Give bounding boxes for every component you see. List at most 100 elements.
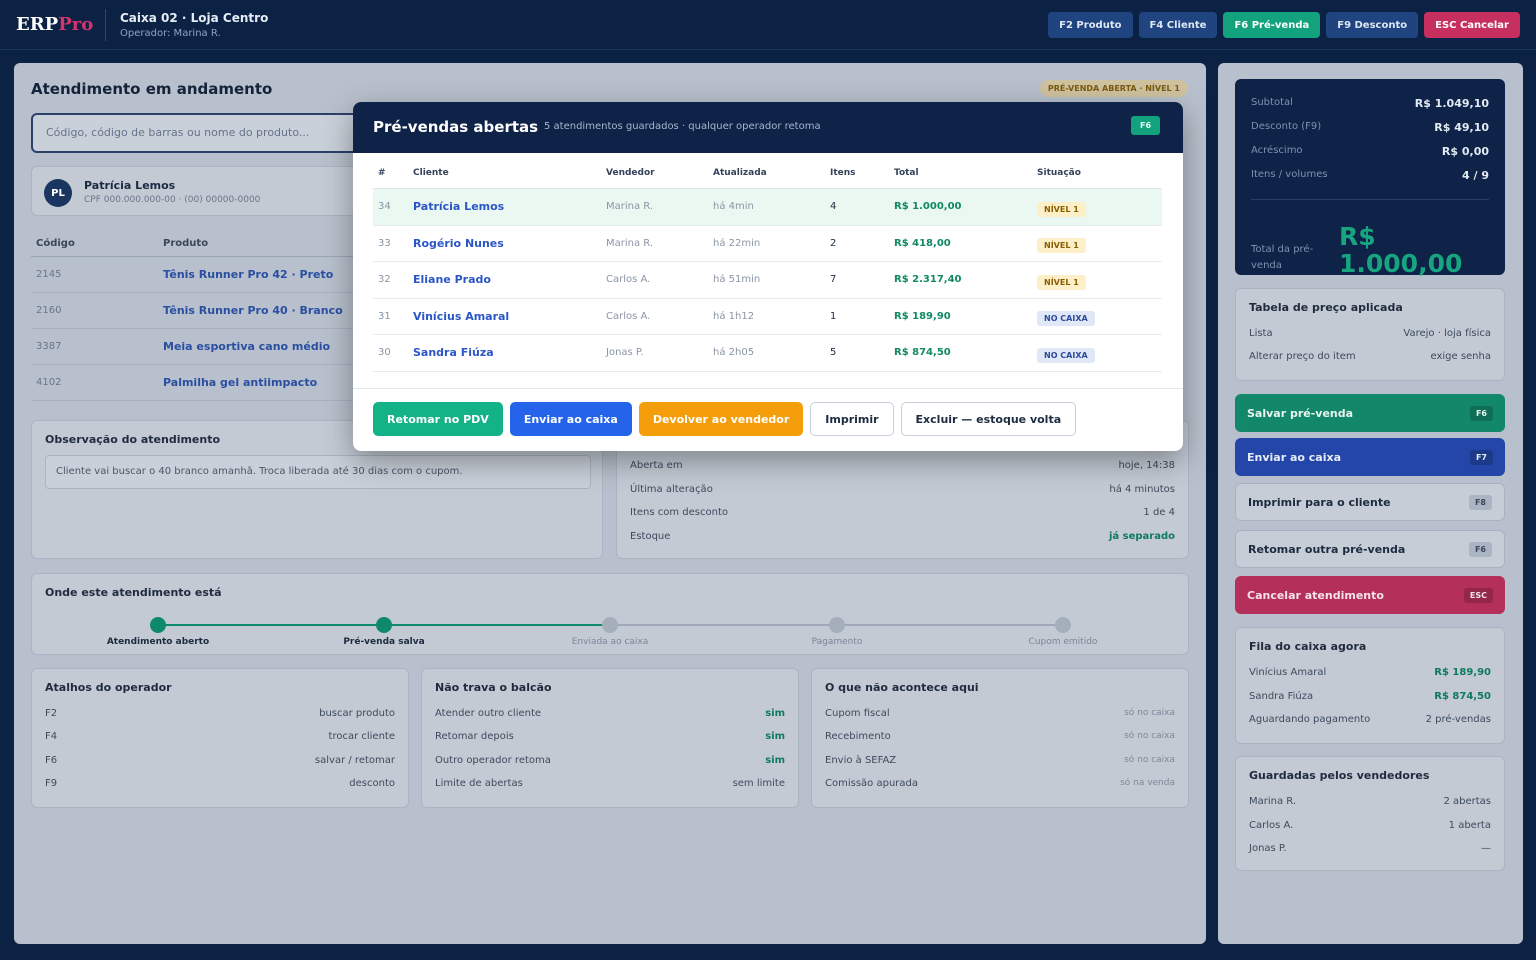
- observation-field[interactable]: Cliente vai buscar o 40 branco amanhã. T…: [45, 455, 591, 489]
- feature-label: Limite de abertas: [435, 777, 523, 789]
- column-header-id: #: [378, 168, 386, 178]
- presale-client[interactable]: Eliane Prado: [413, 273, 491, 287]
- table-row[interactable]: 3387 Meia esportiva cano médio: [31, 329, 361, 365]
- shortcut-action: desconto: [349, 777, 395, 789]
- seller-name: Carlos A.: [1249, 819, 1294, 831]
- table-row[interactable]: 34 Patrícia Lemos Marina R. há 4min 4 R$…: [373, 189, 1162, 226]
- print-for-client-button[interactable]: Imprimir para o cliente F8: [1235, 483, 1505, 521]
- presale-updated: há 4min: [713, 201, 754, 213]
- cancel-service-button[interactable]: Cancelar atendimento ESC: [1235, 576, 1505, 614]
- delete-button[interactable]: Excluir — estoque volta: [900, 402, 1077, 436]
- sidebar: Subtotal R$ 1.049,10 Desconto (F9) R$ 49,1…: [1218, 63, 1523, 944]
- modal-footer-divider: [353, 388, 1183, 389]
- step-dot: [602, 617, 618, 633]
- queue-row: Vinícius Amaral R$ 189,90: [1249, 667, 1491, 691]
- print-button[interactable]: Imprimir: [810, 402, 894, 436]
- client-name: Patrícia Lemos: [84, 179, 176, 192]
- product-search-input[interactable]: Código, código de barras ou nome do prod…: [31, 113, 371, 153]
- table-row[interactable]: 2145 Tênis Runner Pro 42 · Preto: [31, 257, 361, 293]
- total-row[interactable]: Desconto (F9) R$ 49,10: [1251, 121, 1489, 145]
- presale-client[interactable]: Patrícia Lemos: [413, 200, 505, 214]
- presale-seller: Jonas P.: [606, 347, 644, 359]
- step-label: Cupom emitido: [1028, 637, 1098, 647]
- f4-client-button[interactable]: F4 Cliente: [1138, 12, 1218, 38]
- info-label: Última alteração: [630, 483, 713, 495]
- presale-total: R$ 2.317,40: [894, 274, 962, 286]
- status-badge: NÍVEL 1: [1037, 201, 1086, 217]
- resume-presale-button[interactable]: Retomar outra pré-venda F6: [1235, 530, 1505, 568]
- rule-row: Comissão apurada só na venda: [825, 778, 1175, 801]
- progress-tracker: Onde este atendimento está Atendimento a…: [31, 573, 1189, 655]
- column-header-status: Situação: [1037, 168, 1081, 178]
- info-row: Aberta em hoje, 14:38: [630, 460, 1175, 484]
- column-header-items: Itens: [830, 168, 856, 178]
- table-row[interactable]: 32 Eliane Prado Carlos A. há 51min 7 R$ …: [373, 262, 1162, 299]
- presale-client[interactable]: Rogério Nunes: [413, 236, 504, 250]
- step-dot: [376, 617, 392, 633]
- f9-discount-button[interactable]: F9 Desconto: [1326, 12, 1419, 38]
- status-badge: NÍVEL 1: [1037, 274, 1086, 290]
- client-card[interactable]: PL Patrícia Lemos CPF 000.000.000-00 · (…: [31, 166, 361, 216]
- presale-seller: Marina R.: [606, 201, 654, 213]
- observation-card: Observação do atendimento Cliente vai bu…: [31, 420, 603, 559]
- return-to-seller-button[interactable]: Devolver ao vendedor: [638, 402, 804, 436]
- table-row[interactable]: 31 Vinícius Amaral Carlos A. há 1h12 1 R…: [373, 299, 1162, 335]
- shortcut-action: trocar cliente: [328, 731, 395, 743]
- operator-shortcuts-card: Atalhos do operador F2 buscar produto F4 t…: [31, 668, 409, 808]
- totals-panel: Subtotal R$ 1.049,10 Desconto (F9) R$ 49,1…: [1235, 79, 1505, 277]
- save-presale-button[interactable]: Salvar pré-venda F6: [1235, 394, 1505, 432]
- queue-row: Aguardando pagamento 2 pré-vendas: [1249, 714, 1491, 738]
- info-row: Última alteração há 4 minutos: [630, 484, 1175, 508]
- shortcut-key: F2: [45, 708, 58, 719]
- product-name[interactable]: Meia esportiva cano médio: [163, 340, 331, 353]
- send-to-register-button[interactable]: Enviar ao caixa F7: [1235, 438, 1505, 476]
- logo-accent: Pro: [58, 14, 94, 35]
- product-name[interactable]: Tênis Runner Pro 40 · Branco: [163, 304, 343, 317]
- grand-total-currency: R$: [1339, 222, 1376, 251]
- price-row: Alterar preço do item exige senha: [1249, 351, 1491, 374]
- tracker-step: Enviada ao caixa: [525, 617, 695, 647]
- esc-cancel-button[interactable]: ESC Cancelar: [1424, 12, 1520, 38]
- rule-label: Comissão apurada: [825, 777, 918, 789]
- product-name[interactable]: Tênis Runner Pro 42 · Preto: [163, 268, 334, 281]
- feature-value: sim: [765, 754, 785, 766]
- table-row[interactable]: 33 Rogério Nunes Marina R. há 22min 2 R$…: [373, 226, 1162, 262]
- card-title: Guardadas pelos vendedores: [1249, 769, 1430, 782]
- action-label: Salvar pré-venda: [1247, 406, 1354, 420]
- seller-row: Jonas P. —: [1249, 843, 1491, 867]
- rule-row: Cupom fiscal só no caixa: [825, 708, 1175, 731]
- price-row: Lista Varejo · loja física: [1249, 328, 1491, 351]
- topbar-divider: [105, 8, 106, 41]
- send-to-register-button[interactable]: Enviar ao caixa: [509, 402, 632, 436]
- avatar: PL: [44, 179, 72, 207]
- feature-row: Limite de abertas sem limite: [435, 778, 785, 801]
- seller-name: Jonas P.: [1249, 843, 1287, 854]
- card-title: O que não acontece aqui: [825, 681, 979, 694]
- feature-row: Retomar depois sim: [435, 731, 785, 754]
- f6-presale-button[interactable]: F6 Pré-venda: [1223, 12, 1321, 38]
- presale-id: 34: [378, 201, 391, 213]
- product-name[interactable]: Palmilha gel antiimpacto: [163, 376, 318, 389]
- action-label: Cancelar atendimento: [1247, 588, 1384, 602]
- modal-shortcut-badge: F6: [1131, 116, 1161, 135]
- presale-client[interactable]: Sandra Fiúza: [413, 346, 494, 360]
- resume-in-pdv-button[interactable]: Retomar no PDV: [373, 402, 503, 436]
- grand-total-value: R$ 1.000,00: [1339, 223, 1462, 277]
- f2-product-button[interactable]: F2 Produto: [1048, 12, 1133, 38]
- total-value: R$ 49,10: [1434, 121, 1489, 134]
- table-row[interactable]: 30 Sandra Fiúza Jonas P. há 2h05 5 R$ 87…: [373, 335, 1162, 372]
- queue-client: Vinícius Amaral: [1249, 667, 1327, 678]
- info-label: Estoque: [630, 530, 671, 542]
- product-code: 4102: [36, 377, 62, 388]
- column-header-updated: Atualizada: [713, 168, 767, 178]
- divider: [1251, 199, 1489, 200]
- table-row[interactable]: 2160 Tênis Runner Pro 40 · Branco: [31, 293, 361, 329]
- table-row[interactable]: 4102 Palmilha gel antiimpacto: [31, 365, 361, 401]
- presale-items: 7: [830, 274, 837, 286]
- action-label: Imprimir para o cliente: [1248, 495, 1391, 509]
- presale-client[interactable]: Vinícius Amaral: [413, 309, 510, 323]
- action-label: Retomar outra pré-venda: [1248, 542, 1406, 556]
- feature-row: Outro operador retoma sim: [435, 755, 785, 778]
- seller-row: Marina R. 2 abertas: [1249, 796, 1491, 820]
- step-label: Atendimento aberto: [106, 637, 210, 647]
